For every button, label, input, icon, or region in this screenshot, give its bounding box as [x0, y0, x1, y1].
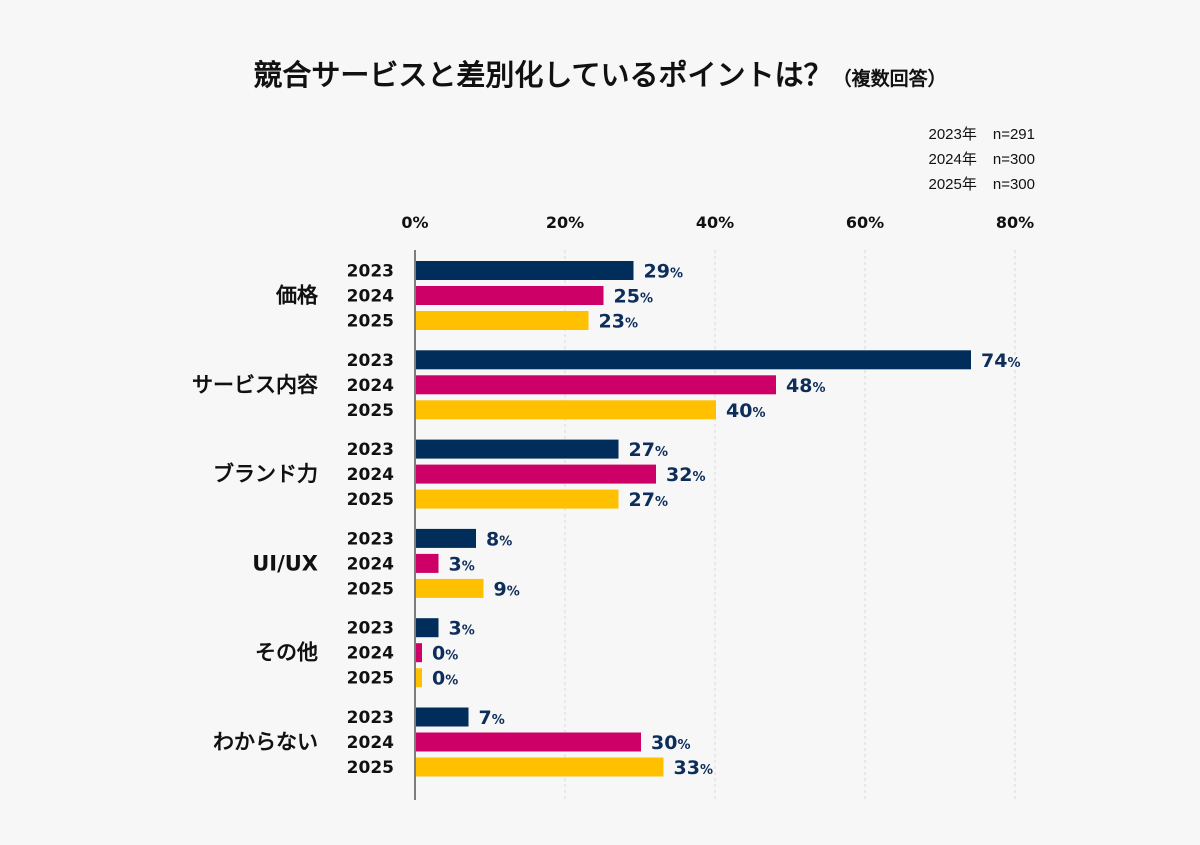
chart-title: 競合サービスと差別化しているポイントは？（複数回答） — [0, 52, 1200, 94]
percent-sign: % — [752, 406, 765, 421]
bar-2023 — [416, 528, 476, 548]
value-label: 0% — [432, 668, 458, 690]
percent-sign: % — [499, 534, 512, 549]
x-tick-label: 20% — [546, 213, 584, 232]
value-label: 7% — [479, 707, 505, 729]
percent-sign: % — [507, 584, 520, 599]
category-label: UI/UX — [252, 551, 318, 575]
bar-2025 — [416, 489, 619, 509]
percent-sign: % — [1007, 356, 1020, 371]
value-label: 25% — [614, 286, 653, 308]
x-tick-label: 60% — [846, 213, 884, 232]
bar-2025 — [416, 757, 664, 777]
value-label: 23% — [599, 311, 638, 333]
percent-sign: % — [640, 292, 653, 307]
value-label: 8% — [486, 528, 512, 550]
x-tick-label: 80% — [996, 213, 1034, 232]
sample-size-2024: 2024年 n=300 — [928, 151, 1035, 168]
x-tick-label: 40% — [696, 213, 734, 232]
value-label: 9% — [494, 578, 520, 600]
year-label: 2023 — [347, 440, 394, 460]
percent-sign: % — [692, 470, 705, 485]
category-label: わからない — [213, 730, 318, 754]
year-label: 2024 — [347, 644, 394, 664]
percent-sign: % — [462, 559, 475, 574]
bar-2024 — [416, 643, 422, 663]
bar-2023 — [416, 261, 634, 280]
percent-sign: % — [700, 763, 713, 778]
value-label: 27% — [629, 439, 668, 461]
percent-sign: % — [625, 317, 638, 332]
percent-sign: % — [655, 495, 668, 510]
year-label: 2023 — [347, 262, 394, 282]
value-label: 27% — [629, 489, 668, 511]
year-label: 2023 — [347, 529, 394, 549]
value-label: 30% — [651, 732, 690, 754]
bar-2023 — [416, 707, 469, 727]
bar-2025 — [416, 400, 716, 420]
percent-sign: % — [677, 738, 690, 753]
value-label: 3% — [449, 553, 475, 575]
year-label: 2024 — [347, 465, 394, 485]
bar-2025 — [416, 311, 589, 330]
value-label: 40% — [726, 400, 765, 422]
bar-2023 — [416, 618, 439, 638]
year-label: 2025 — [347, 312, 394, 332]
percent-sign: % — [492, 713, 505, 728]
percent-sign: % — [655, 445, 668, 460]
bar-2024 — [416, 732, 641, 752]
year-label: 2025 — [347, 579, 394, 599]
title-text: 競合サービスと差別化しているポイントは？ — [253, 58, 833, 92]
sample-size-legend: 2023年 n=291 2024年 n=300 2025年 n=300 — [928, 122, 1035, 197]
year-label: 2024 — [347, 287, 394, 307]
year-label: 2024 — [347, 554, 394, 574]
bar-2025 — [416, 668, 422, 688]
year-label: 2024 — [347, 733, 394, 753]
category-label: サービス内容 — [192, 373, 318, 397]
bar-2024 — [416, 375, 776, 395]
bar-2024 — [416, 464, 656, 484]
value-label: 3% — [449, 618, 475, 640]
percent-sign: % — [462, 624, 475, 639]
x-tick-label: 0% — [401, 213, 428, 232]
category-label: その他 — [255, 641, 318, 665]
percent-sign: % — [670, 267, 683, 282]
bar-2023 — [416, 439, 619, 459]
percent-sign: % — [445, 674, 458, 689]
value-label: 48% — [786, 375, 825, 397]
sample-size-2023: 2023年 n=291 — [928, 126, 1035, 143]
percent-sign: % — [445, 649, 458, 664]
bar-2024 — [416, 553, 439, 573]
value-label: 29% — [644, 261, 683, 283]
year-label: 2025 — [347, 401, 394, 421]
subtitle-text: （複数回答） — [832, 68, 947, 90]
bar-2024 — [416, 286, 604, 305]
year-label: 2025 — [347, 758, 394, 778]
bar-2025 — [416, 578, 484, 598]
year-label: 2023 — [347, 708, 394, 728]
sample-size-2025: 2025年 n=300 — [928, 176, 1035, 193]
year-label: 2025 — [347, 669, 394, 689]
year-label: 2025 — [347, 490, 394, 510]
category-label: ブランド力 — [213, 462, 318, 486]
value-label: 32% — [666, 464, 705, 486]
bar-2023 — [416, 350, 971, 370]
category-label: 価格 — [275, 284, 319, 308]
value-label: 0% — [432, 643, 458, 665]
year-label: 2024 — [347, 376, 394, 396]
percent-sign: % — [812, 381, 825, 396]
value-label: 33% — [674, 757, 713, 779]
year-label: 2023 — [347, 351, 394, 371]
value-label: 74% — [981, 350, 1020, 372]
year-label: 2023 — [347, 619, 394, 639]
